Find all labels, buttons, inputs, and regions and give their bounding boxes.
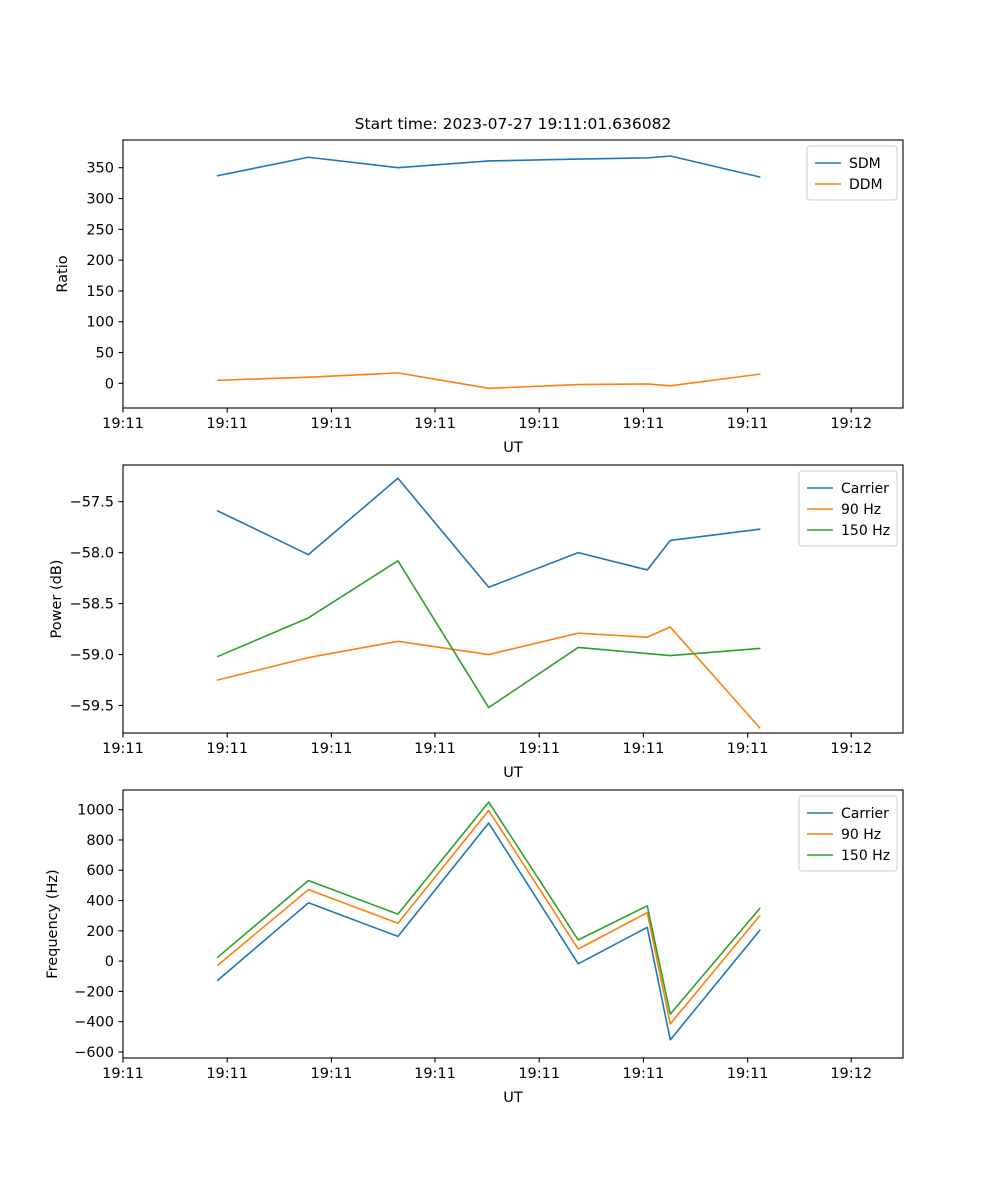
panel-power-yticklabel: −58.0 <box>70 546 114 562</box>
panel-frequency-xticklabel: 19:12 <box>830 1066 872 1082</box>
panel-power-legend-label-1: 90 Hz <box>841 502 881 518</box>
panel-ratio-xticklabel: 19:11 <box>102 416 144 432</box>
panel-power-xticklabel: 19:11 <box>102 741 144 757</box>
panel-power-ylabel: Power (dB) <box>49 560 65 639</box>
panel-power-series-150-hz <box>216 559 761 709</box>
panel-ratio-xticklabel: 19:12 <box>830 416 872 432</box>
panel-ratio-legend-label-0: SDM <box>849 156 881 172</box>
panel-ratio-yticklabel: 350 <box>86 161 114 177</box>
panel-frequency-series-150-hz <box>216 801 761 1015</box>
panel-ratio-yticklabel: 300 <box>86 192 114 208</box>
panel-power-xticklabel: 19:11 <box>623 741 665 757</box>
panel-frequency-yticklabel: 200 <box>86 924 114 940</box>
panel-ratio-yticklabel: 0 <box>105 376 114 392</box>
panel-frequency-xticklabel: 19:11 <box>414 1066 456 1082</box>
panel-frequency-legend-label-0: Carrier <box>841 806 889 822</box>
panel-ratio-title: Start time: 2023-07-27 19:11:01.636082 <box>355 115 672 133</box>
panel-power-frame <box>122 464 904 734</box>
panel-power-xticklabel: 19:11 <box>311 741 353 757</box>
panel-frequency-series-carrier <box>216 822 761 1041</box>
panel-ratio-xticklabel: 19:11 <box>311 416 353 432</box>
panel-power-xticklabel: 19:12 <box>830 741 872 757</box>
panel-ratio-xticklabel: 19:11 <box>414 416 456 432</box>
panel-power-legend-label-2: 150 Hz <box>841 523 890 539</box>
panel-ratio-yticklabel: 200 <box>86 253 114 269</box>
panel-frequency-series-90-hz <box>216 809 761 1025</box>
panel-power-yticklabel: −58.5 <box>70 597 114 613</box>
panel-ratio-yticklabel: 100 <box>86 315 114 331</box>
panel-power-yticklabel: −59.0 <box>70 648 114 664</box>
panel-frequency-yticklabel: 400 <box>86 894 114 910</box>
panel-power-yticklabel: −57.5 <box>70 495 114 511</box>
panel-power-xticklabel: 19:11 <box>518 741 560 757</box>
panel-frequency-xticklabel: 19:11 <box>311 1066 353 1082</box>
panel-power-series-90-hz <box>216 626 761 729</box>
panel-frequency-xticklabel: 19:11 <box>727 1066 769 1082</box>
panel-power-xticklabel: 19:11 <box>414 741 456 757</box>
panel-ratio-yticklabel: 150 <box>86 284 114 300</box>
panel-ratio-yticklabel: 250 <box>86 222 114 238</box>
panel-ratio-yticklabel: 50 <box>96 346 114 362</box>
panel-ratio-legend <box>806 145 898 201</box>
panel-ratio-xticklabel: 19:11 <box>727 416 769 432</box>
panel-frequency-legend-label-1: 90 Hz <box>841 827 881 843</box>
panel-frequency-xticklabel: 19:11 <box>206 1066 248 1082</box>
panel-frequency-frame <box>122 789 904 1059</box>
panel-frequency-ylabel: Frequency (Hz) <box>45 869 61 978</box>
panel-frequency-yticklabel: −200 <box>74 984 114 1000</box>
panel-ratio-xlabel: UT <box>503 440 523 456</box>
panel-ratio-series-sdm <box>216 155 761 178</box>
panel-ratio-xticklabel: 19:11 <box>206 416 248 432</box>
panel-frequency-yticklabel: −600 <box>74 1045 114 1061</box>
panel-ratio-ylabel: Ratio <box>55 255 71 292</box>
panel-ratio-series-ddm <box>216 372 761 390</box>
panel-power-legend-label-0: Carrier <box>841 481 889 497</box>
panel-frequency-yticklabel: 800 <box>86 833 114 849</box>
panel-frequency-xticklabel: 19:11 <box>623 1066 665 1082</box>
panel-power-legend <box>798 470 898 547</box>
panel-frequency-xticklabel: 19:11 <box>102 1066 144 1082</box>
panel-frequency-legend <box>798 795 898 872</box>
panel-frequency-xticklabel: 19:11 <box>518 1066 560 1082</box>
panel-power-xticklabel: 19:11 <box>206 741 248 757</box>
panel-power-xlabel: UT <box>503 765 523 781</box>
panel-power-yticklabel: −59.5 <box>70 698 114 714</box>
panel-ratio-xticklabel: 19:11 <box>518 416 560 432</box>
panel-power-xticklabel: 19:11 <box>727 741 769 757</box>
panel-frequency-yticklabel: 600 <box>86 863 114 879</box>
panel-ratio-xticklabel: 19:11 <box>623 416 665 432</box>
panel-frequency-yticklabel: −400 <box>74 1015 114 1031</box>
panel-frequency-legend-label-2: 150 Hz <box>841 848 890 864</box>
panel-ratio-legend-label-1: DDM <box>849 177 883 193</box>
panel-frequency-yticklabel: 0 <box>105 954 114 970</box>
panel-frequency-yticklabel: 1000 <box>77 803 114 819</box>
panel-power-series-carrier <box>216 477 761 589</box>
panel-frequency-xlabel: UT <box>503 1090 523 1106</box>
panel-ratio-frame <box>122 139 904 409</box>
